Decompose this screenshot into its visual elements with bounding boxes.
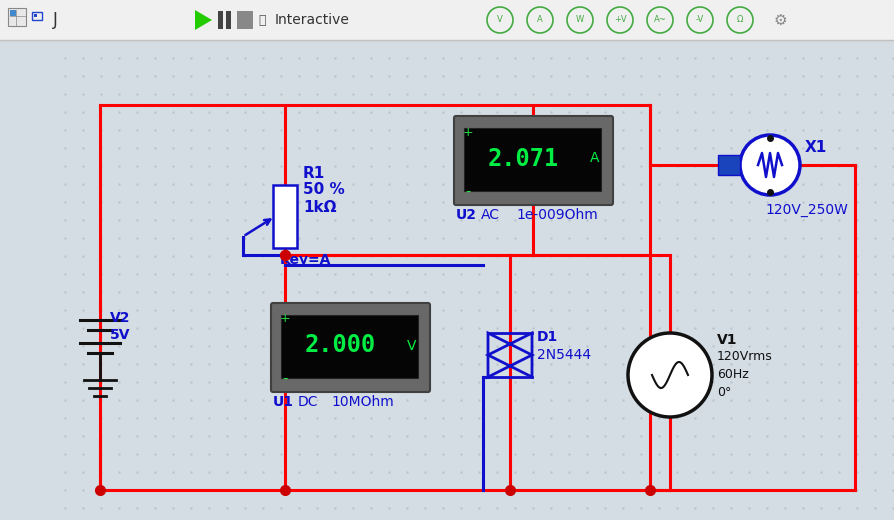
- Text: -V: -V: [696, 16, 704, 24]
- Text: X1: X1: [805, 139, 827, 154]
- Bar: [226, 11, 231, 29]
- Polygon shape: [195, 10, 212, 30]
- Text: 2N5444: 2N5444: [537, 348, 591, 362]
- Bar: [218, 11, 223, 29]
- Text: +: +: [280, 313, 291, 326]
- Text: ⚙: ⚙: [773, 12, 787, 28]
- Text: D1: D1: [537, 330, 558, 344]
- Text: U2: U2: [456, 208, 477, 222]
- Bar: [281, 315, 418, 378]
- Text: AC: AC: [481, 208, 500, 222]
- Text: -: -: [465, 184, 471, 199]
- Text: W: W: [576, 16, 584, 24]
- Text: V: V: [408, 339, 417, 353]
- FancyBboxPatch shape: [454, 116, 613, 205]
- Text: -: -: [283, 370, 288, 385]
- Text: 120V_250W: 120V_250W: [765, 203, 848, 217]
- Text: 2.071: 2.071: [488, 147, 559, 171]
- Text: Interactive: Interactive: [275, 13, 350, 27]
- Text: 120Vrms: 120Vrms: [717, 350, 772, 363]
- Text: 50 %: 50 %: [303, 183, 345, 198]
- Text: DC: DC: [298, 395, 318, 409]
- Text: 10MOhm: 10MOhm: [331, 395, 393, 409]
- Bar: [32, 12, 42, 20]
- Text: 5V: 5V: [110, 328, 131, 342]
- Bar: [273, 185, 297, 248]
- Circle shape: [740, 135, 800, 195]
- Text: U1: U1: [273, 395, 294, 409]
- Bar: [237, 11, 253, 29]
- Text: V1: V1: [717, 333, 738, 347]
- Text: Ω: Ω: [737, 16, 743, 24]
- Text: 0°: 0°: [717, 385, 731, 398]
- Text: A~: A~: [654, 16, 666, 24]
- Text: V2: V2: [110, 311, 131, 325]
- Bar: [718, 155, 740, 175]
- Text: 60Hz: 60Hz: [717, 369, 749, 382]
- Text: R1: R1: [303, 165, 325, 180]
- Bar: [0, 0, 894, 40]
- Text: +: +: [463, 125, 473, 138]
- Text: 🔧: 🔧: [258, 14, 266, 27]
- Bar: [34, 14, 37, 17]
- Bar: [10, 10, 16, 16]
- Text: +V: +V: [613, 16, 627, 24]
- Text: 1e-009Ohm: 1e-009Ohm: [516, 208, 598, 222]
- Circle shape: [628, 333, 712, 417]
- Text: J: J: [53, 11, 57, 29]
- Bar: [464, 128, 601, 191]
- Text: A: A: [537, 16, 543, 24]
- Text: 2.000: 2.000: [305, 333, 376, 358]
- Bar: [8, 8, 26, 26]
- Text: 1kΩ: 1kΩ: [303, 200, 336, 214]
- Text: Key=A: Key=A: [280, 253, 332, 267]
- FancyBboxPatch shape: [271, 303, 430, 392]
- Text: V: V: [497, 16, 502, 24]
- Text: A: A: [590, 151, 600, 165]
